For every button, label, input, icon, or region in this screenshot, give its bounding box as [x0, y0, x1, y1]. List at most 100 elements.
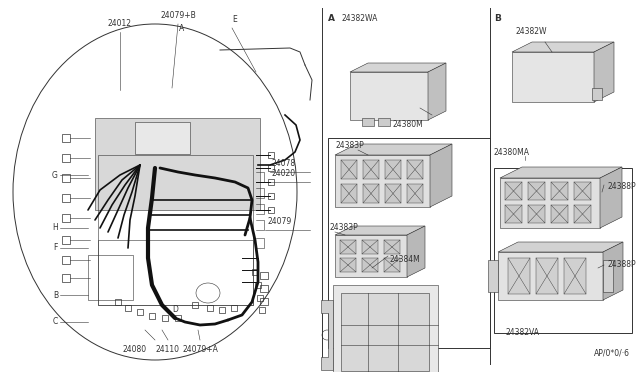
- Polygon shape: [350, 72, 428, 120]
- Polygon shape: [500, 178, 600, 228]
- Text: B: B: [494, 14, 501, 23]
- Bar: [207, 305, 213, 311]
- Text: AP/0*0/·6: AP/0*0/·6: [594, 349, 630, 358]
- Bar: [137, 309, 143, 315]
- Polygon shape: [385, 160, 401, 179]
- Polygon shape: [528, 182, 545, 200]
- Text: 24080: 24080: [123, 345, 147, 354]
- Text: 24382W: 24382W: [515, 27, 547, 36]
- Text: 24382VA: 24382VA: [505, 328, 539, 337]
- Polygon shape: [574, 182, 591, 200]
- Polygon shape: [407, 226, 425, 277]
- Text: A: A: [328, 14, 335, 23]
- Polygon shape: [335, 155, 430, 207]
- Bar: [219, 307, 225, 313]
- Text: 24079+B: 24079+B: [160, 11, 196, 20]
- Bar: [260, 272, 268, 279]
- Polygon shape: [362, 240, 378, 254]
- Bar: [62, 214, 70, 222]
- Polygon shape: [603, 260, 613, 292]
- Text: 24383P: 24383P: [335, 141, 364, 150]
- Text: 24012: 24012: [108, 19, 132, 28]
- Polygon shape: [498, 242, 623, 252]
- Polygon shape: [488, 260, 498, 292]
- Polygon shape: [498, 252, 603, 300]
- Bar: [378, 118, 390, 126]
- Polygon shape: [384, 258, 400, 272]
- Polygon shape: [335, 235, 407, 277]
- Polygon shape: [407, 160, 423, 179]
- Text: 24388P: 24388P: [608, 182, 637, 191]
- Polygon shape: [512, 52, 594, 102]
- Polygon shape: [340, 258, 356, 272]
- Text: 24384M: 24384M: [390, 255, 420, 264]
- Text: 24079: 24079: [267, 217, 291, 226]
- Bar: [62, 154, 70, 162]
- Polygon shape: [362, 258, 378, 272]
- Polygon shape: [340, 240, 356, 254]
- Polygon shape: [603, 242, 623, 300]
- Bar: [508, 258, 530, 294]
- Bar: [255, 282, 261, 288]
- Bar: [115, 299, 121, 305]
- Text: F: F: [54, 244, 58, 253]
- Bar: [268, 179, 274, 185]
- Polygon shape: [430, 144, 452, 207]
- Bar: [135, 122, 190, 154]
- Bar: [95, 118, 260, 210]
- Bar: [62, 256, 70, 264]
- Polygon shape: [505, 182, 522, 200]
- Bar: [257, 295, 263, 301]
- Bar: [592, 88, 602, 100]
- Polygon shape: [384, 240, 400, 254]
- Text: D: D: [172, 305, 178, 314]
- Polygon shape: [512, 42, 614, 52]
- Bar: [125, 305, 131, 311]
- Bar: [328, 138, 490, 348]
- Bar: [260, 285, 268, 292]
- Polygon shape: [551, 205, 568, 223]
- Polygon shape: [574, 205, 591, 223]
- Polygon shape: [594, 42, 614, 102]
- Bar: [231, 305, 237, 311]
- Bar: [268, 193, 274, 199]
- Bar: [536, 258, 558, 294]
- Bar: [341, 293, 429, 371]
- Polygon shape: [551, 182, 568, 200]
- Bar: [564, 258, 586, 294]
- Text: 24079+A: 24079+A: [182, 345, 218, 354]
- Bar: [268, 165, 274, 171]
- Bar: [62, 174, 70, 182]
- Bar: [494, 168, 632, 333]
- Text: 24388P: 24388P: [608, 260, 637, 269]
- Polygon shape: [600, 167, 622, 228]
- Polygon shape: [350, 63, 446, 72]
- Bar: [175, 315, 181, 321]
- Polygon shape: [505, 205, 522, 223]
- Polygon shape: [363, 160, 379, 179]
- Bar: [62, 194, 70, 202]
- Text: 24020: 24020: [272, 169, 296, 178]
- Bar: [98, 155, 253, 305]
- Text: B: B: [53, 291, 58, 299]
- Bar: [259, 307, 265, 313]
- Bar: [192, 302, 198, 308]
- Text: E: E: [232, 15, 237, 24]
- Bar: [260, 298, 268, 305]
- Text: A: A: [179, 24, 184, 33]
- Polygon shape: [385, 184, 401, 203]
- Text: G: G: [52, 170, 58, 180]
- Bar: [268, 152, 274, 158]
- Bar: [62, 134, 70, 142]
- Polygon shape: [428, 63, 446, 120]
- Bar: [62, 274, 70, 282]
- Polygon shape: [335, 144, 452, 155]
- Text: H: H: [52, 224, 58, 232]
- Bar: [162, 315, 168, 321]
- Bar: [98, 240, 253, 305]
- Polygon shape: [341, 160, 357, 179]
- Bar: [149, 313, 155, 319]
- Text: C: C: [52, 317, 58, 327]
- Polygon shape: [363, 184, 379, 203]
- Polygon shape: [528, 205, 545, 223]
